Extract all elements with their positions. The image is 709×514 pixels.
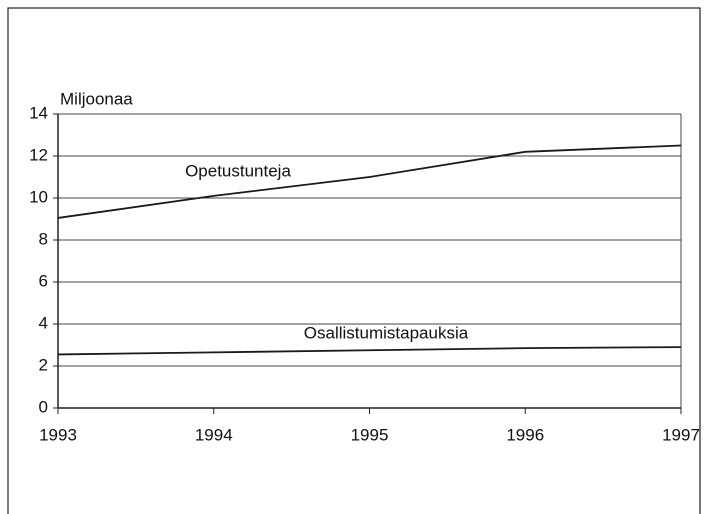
frame [7, 7, 701, 514]
series-label: Osallistumistapauksia [304, 323, 469, 342]
y-tick-label: 8 [39, 229, 48, 248]
y-tick-label: 10 [29, 187, 48, 206]
x-tick-label: 1997 [662, 425, 700, 444]
y-tick-label: 12 [29, 145, 48, 164]
y-tick-label: 4 [39, 313, 48, 332]
x-tick-label: 1995 [351, 425, 389, 444]
y-tick-label: 6 [39, 271, 48, 290]
series-line [57, 346, 682, 356]
x-tick-label: 1994 [195, 425, 233, 444]
x-tick-label: 1996 [506, 425, 544, 444]
series-line [57, 144, 682, 219]
y-tick-label: 14 [29, 103, 48, 122]
series-label: Opetustunteja [185, 161, 291, 180]
x-tick-label: 1993 [39, 425, 77, 444]
y-axis-label: Miljoonaa [60, 89, 133, 108]
y-tick-label: 2 [39, 355, 48, 374]
y-tick-label: 0 [39, 397, 48, 416]
